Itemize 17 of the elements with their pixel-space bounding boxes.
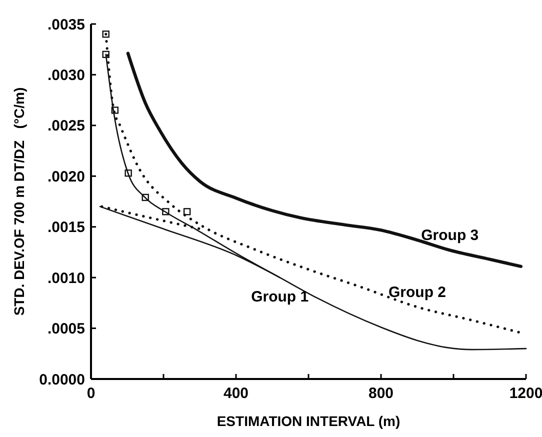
y-tick-label: .0025 (47, 118, 85, 135)
y-tick-label: .0005 (47, 320, 85, 338)
y-tick-label: 0.0000 (39, 371, 85, 388)
y-tick-label: .0035 (47, 16, 85, 34)
x-tick-label: 800 (368, 385, 394, 402)
y-tick-label: .0015 (47, 219, 85, 236)
x-tick-label: 1200 (509, 385, 542, 402)
y-axis-title: STD. DEV.OF 700 m DT/DZ (°C/m) (11, 87, 27, 316)
series-label: Group 3 (421, 227, 479, 244)
y-tick-label: .0010 (47, 270, 85, 287)
series-label: Group 1 (251, 288, 309, 306)
x-tick-label: 0 (86, 385, 96, 402)
x-tick-label: 400 (223, 385, 249, 402)
series-label: Group 2 (388, 284, 446, 301)
y-tick-label: .0030 (47, 66, 85, 84)
x-axis-title: ESTIMATION INTERVAL (m) (216, 413, 400, 429)
y-tick-label: .0020 (47, 168, 85, 186)
